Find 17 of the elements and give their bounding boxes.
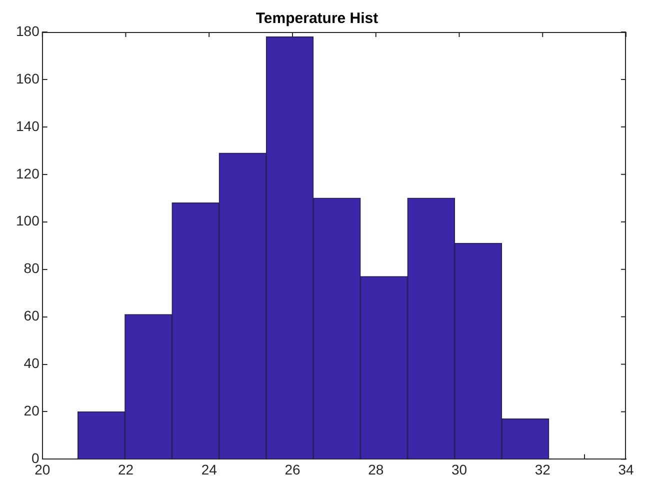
y-tick-label: 80 xyxy=(24,260,40,276)
x-tick-label: 32 xyxy=(534,461,551,478)
x-tick-label: 24 xyxy=(201,461,218,478)
chart-title: Temperature Hist xyxy=(256,10,378,28)
x-tick-label: 28 xyxy=(368,461,384,478)
y-tick-label: 60 xyxy=(24,308,40,324)
y-tick-label: 160 xyxy=(16,70,40,86)
y-tick-label: 100 xyxy=(16,212,40,229)
x-tick-label: 34 xyxy=(618,461,634,478)
y-tick-label: 20 xyxy=(24,402,40,419)
y-tick-label: 180 xyxy=(16,22,40,39)
x-tick-label: 30 xyxy=(451,461,468,478)
y-tick-label: 40 xyxy=(24,355,40,372)
y-tick-label: 120 xyxy=(16,165,40,182)
y-tick-label: 140 xyxy=(16,118,40,134)
x-tick-label: 26 xyxy=(284,461,300,478)
x-tick-label: 22 xyxy=(118,461,134,478)
